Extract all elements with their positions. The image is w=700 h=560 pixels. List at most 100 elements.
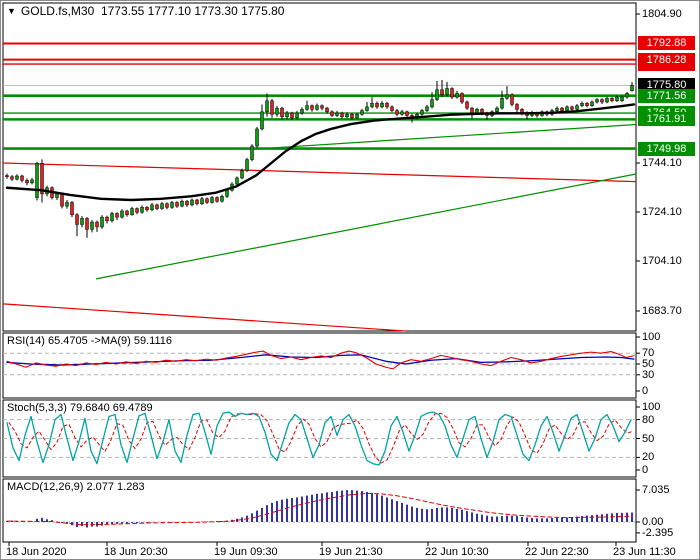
candle-body (495, 107, 499, 113)
rsi-scale-label: 0 (642, 385, 649, 397)
candle-body (510, 94, 514, 105)
time-axis-label: 18 Jun 2020 (6, 546, 67, 558)
candle-body (20, 175, 24, 181)
candle-body (595, 99, 599, 103)
price-axis-label: 1683.70 (642, 304, 682, 317)
candle-body (445, 88, 449, 95)
candle-body (125, 210, 129, 215)
chart-title: ▼ GOLD.fs,M30 1773.55 1777.10 1773.30 177… (7, 4, 284, 18)
candle-body (615, 96, 619, 102)
candle-body (570, 106, 574, 110)
stoch-scale-label: 80 (642, 413, 655, 426)
candle-body (220, 196, 224, 202)
macd-scale-label: -2.395 (642, 526, 674, 539)
macd-panel-frame (2, 478, 637, 543)
candle-body (70, 202, 74, 215)
chart-ohlc-values: 1773.55 1777.10 1773.30 1775.80 (100, 4, 285, 18)
candle-body (340, 112, 344, 117)
candle-body (440, 89, 444, 95)
candle-body (40, 162, 44, 195)
candle-body (145, 207, 149, 211)
candle-body (330, 111, 334, 116)
candle-body (140, 207, 144, 213)
macd-scale-label: 0.00 (642, 516, 664, 528)
candle-body (420, 110, 424, 115)
candle-body (375, 102, 379, 108)
macd-scale-label: 7.035 (642, 483, 670, 496)
candle-body (265, 100, 269, 113)
candle-body (625, 93, 629, 98)
candle-body (180, 200, 184, 207)
candle-body (195, 199, 199, 204)
candle-body (15, 175, 19, 180)
trendline-red (2, 303, 407, 332)
stoch-scale-label: 20 (642, 451, 655, 464)
candle-body (270, 100, 274, 115)
level-price-badge: 1761.91 (638, 112, 695, 127)
chart-collapse-icon[interactable]: ▼ (7, 6, 16, 16)
rsi-scale-label: 100 (642, 331, 661, 343)
trendline-red (2, 162, 637, 183)
candle-body (620, 96, 624, 102)
macd-header: MACD(12,26,9) 2.077 1.283 (7, 481, 145, 493)
candle-body (300, 109, 304, 114)
candle-body (290, 112, 294, 119)
candle-body (575, 105, 579, 110)
time-axis-label: 22 Jun 10:30 (425, 546, 489, 558)
candle-body (370, 102, 374, 108)
candle-body (110, 213, 114, 222)
candle-body (55, 193, 59, 198)
candle-body (400, 111, 404, 115)
candle-body (35, 162, 39, 198)
candle-body (65, 202, 69, 207)
candle-body (95, 221, 99, 228)
candle-body (160, 203, 164, 209)
candle-body (325, 107, 329, 113)
candle-body (315, 105, 319, 110)
candle-body (5, 175, 9, 177)
time-axis-label: 22 Jun 22:30 (525, 546, 589, 558)
candle-body (170, 202, 174, 208)
candle-body (435, 89, 439, 100)
candle-body (280, 107, 284, 117)
candle-body (565, 106, 569, 111)
candle-body (155, 204, 159, 209)
rsi-panel-frame (2, 332, 637, 399)
candle-body (245, 159, 249, 171)
candle-body (610, 98, 614, 102)
rsi-scale-label: 50 (642, 358, 655, 370)
candle-body (130, 208, 134, 215)
candle-body (455, 93, 459, 98)
candle-body (345, 113, 349, 117)
candle-body (30, 179, 34, 184)
candle-body (500, 98, 504, 109)
candle-body (10, 176, 14, 180)
candle-body (250, 145, 254, 160)
candle-body (360, 110, 364, 115)
level-price-badge: 1792.88 (638, 36, 695, 51)
rsi-scale-label: 30 (642, 368, 655, 381)
candle-body (120, 210, 124, 218)
candle-body (385, 102, 389, 108)
time-axis-label: 23 Jun 11:30 (613, 546, 676, 558)
candle-body (600, 99, 604, 103)
candle-body (135, 208, 139, 213)
stoch-scale-label: 0 (642, 464, 649, 476)
candle-body (295, 112, 299, 119)
candle-body (240, 170, 244, 179)
price-axis-label: 1744.10 (642, 157, 682, 169)
candle-body (205, 198, 209, 203)
rsi-line (6, 350, 635, 370)
candle-body (630, 85, 634, 92)
price-axis-label: 1804.90 (642, 8, 682, 21)
price-axis-label: 1724.10 (642, 206, 682, 218)
rsi-ma-line (6, 354, 635, 366)
candle-body (215, 197, 219, 202)
rsi-header: RSI(14) 65.4705 ->MA(9) 59.1116 (7, 335, 172, 347)
candle-body (590, 101, 594, 106)
stoch-k-line (6, 411, 632, 466)
candle-body (505, 94, 509, 99)
candle-body (475, 109, 479, 114)
candle-body (255, 128, 259, 147)
